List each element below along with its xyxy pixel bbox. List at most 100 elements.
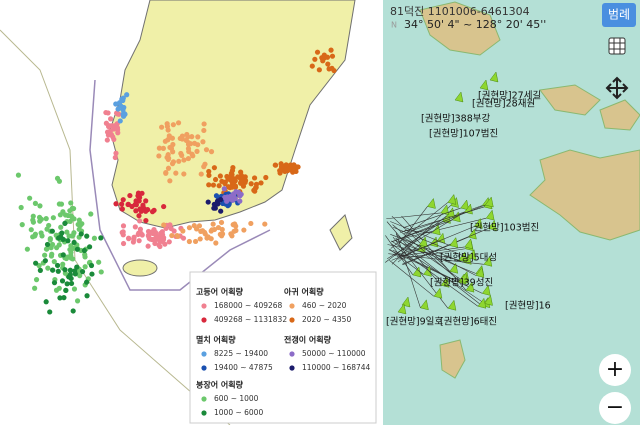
leader-line [401, 215, 467, 291]
catch-dot [205, 199, 211, 205]
catch-dot [58, 224, 64, 230]
coordinates: 34° 50' 4" ~ 128° 20' 45'' [404, 18, 546, 31]
catch-dot [33, 277, 40, 283]
legend-item-label: 168000 ~ 409268 [214, 301, 283, 310]
catch-dot [170, 122, 176, 128]
catch-dot [137, 218, 143, 224]
catch-dot [185, 155, 192, 162]
catch-dot [67, 208, 73, 214]
catch-dot [290, 169, 296, 175]
vessel-label: [권현망]6태진 [440, 316, 497, 328]
legend-box [189, 271, 377, 424]
catch-dot [164, 154, 170, 161]
leader-line [387, 211, 465, 259]
zoom-out-button[interactable] [599, 392, 631, 424]
catch-dot [96, 259, 102, 265]
catch-dot [175, 233, 181, 239]
catch-dot [206, 168, 212, 175]
leader-line [393, 226, 469, 259]
leader-line [403, 207, 461, 229]
catch-dot [147, 236, 154, 242]
catch-dot [136, 213, 142, 219]
catch-dot [60, 236, 66, 242]
catch-dot [71, 286, 78, 292]
catch-dot [213, 240, 219, 246]
zoom-in-label[interactable]: + [606, 357, 624, 382]
catch-dot [175, 120, 182, 126]
catch-dot [325, 61, 331, 67]
catch-dot [108, 116, 114, 122]
legend-swatch [289, 303, 295, 309]
catch-dot [50, 267, 56, 273]
catch-dot [326, 66, 332, 72]
catch-dot [162, 241, 168, 247]
catch-dot [119, 206, 125, 212]
vessel-marker [433, 287, 443, 299]
vessel-marker [475, 266, 485, 278]
catch-dot [164, 121, 170, 127]
vessel-label: [권현망]16 [505, 300, 551, 312]
catch-dot [70, 245, 76, 251]
catch-dot [71, 239, 77, 246]
catch-dot [60, 261, 66, 267]
legend-item-label: 2020 ~ 4350 [302, 315, 351, 324]
catch-dot [71, 216, 77, 222]
catch-dot [160, 145, 167, 151]
vessel-marker [465, 281, 475, 293]
catch-dot [219, 233, 225, 239]
catch-dot [321, 55, 327, 61]
move-icon[interactable] [605, 76, 629, 100]
catch-dot [120, 223, 127, 229]
catch-dot [205, 234, 211, 240]
zoom-in-button[interactable] [599, 354, 631, 386]
catch-dot [211, 165, 218, 171]
catch-dot [219, 178, 225, 184]
island [419, 1, 501, 56]
leader-line [391, 205, 451, 265]
catch-dot [152, 240, 158, 247]
catch-dot [159, 229, 165, 235]
catch-dot [43, 299, 49, 305]
catch-dot [113, 150, 119, 156]
catch-dot [210, 182, 217, 188]
catch-dot [163, 170, 169, 176]
vessel-marker [454, 91, 464, 103]
legend-group-title: 붕장어 어획량 [196, 380, 244, 390]
leader-line [389, 259, 435, 297]
catch-dot [115, 130, 121, 136]
catch-dot [62, 267, 68, 273]
island [539, 84, 601, 116]
vessel-marker [440, 204, 450, 216]
legend-button-label[interactable]: 범례 [608, 8, 630, 22]
catch-dot [117, 118, 123, 124]
catch-dot [124, 92, 130, 98]
catch-dot [229, 233, 235, 239]
catch-dot [24, 246, 30, 252]
zoom-out-label[interactable]: − [606, 395, 624, 420]
legend-item-label: 19400 ~ 47875 [214, 363, 273, 372]
catch-dot [59, 278, 66, 284]
vessel-marker [431, 224, 441, 236]
catch-dot [208, 149, 215, 155]
catch-dot [120, 240, 127, 247]
catch-dot [211, 201, 217, 207]
catch-dot [218, 208, 224, 214]
vessel-label: [권현망]9일호 [386, 316, 443, 328]
catch-dot [225, 184, 231, 190]
catch-dot [237, 198, 243, 204]
leader-line [387, 244, 459, 261]
catch-dot [258, 180, 264, 186]
catch-dot [156, 145, 162, 151]
catch-dot [87, 244, 93, 250]
legend-swatch [289, 317, 295, 323]
catch-dot [55, 268, 61, 274]
legend-swatch [201, 365, 207, 371]
vessel-marker [447, 299, 457, 311]
vessel-marker [473, 217, 483, 229]
legend-button[interactable] [602, 3, 636, 27]
grid-icon[interactable] [608, 37, 626, 55]
catch-dot [185, 146, 192, 152]
catch-dot [56, 201, 62, 207]
catch-dot [120, 107, 126, 113]
